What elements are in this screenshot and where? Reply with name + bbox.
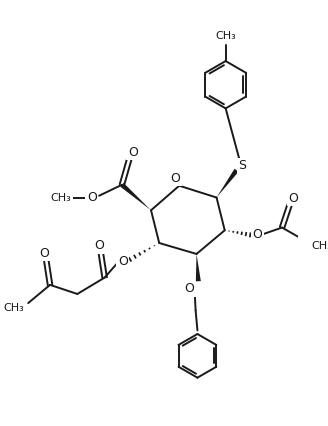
Polygon shape	[196, 254, 201, 282]
Text: O: O	[128, 146, 138, 158]
Text: CH₃: CH₃	[215, 31, 236, 40]
Text: O: O	[87, 191, 97, 204]
Text: O: O	[288, 192, 298, 205]
Text: O: O	[40, 247, 50, 259]
Text: S: S	[238, 159, 246, 172]
Text: O: O	[118, 255, 128, 268]
Text: CH₃: CH₃	[312, 241, 328, 251]
Text: O: O	[94, 239, 104, 252]
Text: CH₃: CH₃	[51, 193, 71, 202]
Text: O: O	[253, 228, 262, 242]
Polygon shape	[216, 169, 238, 198]
Polygon shape	[120, 183, 151, 210]
Text: O: O	[184, 282, 194, 295]
Text: O: O	[171, 172, 180, 185]
Text: CH₃: CH₃	[3, 302, 24, 313]
